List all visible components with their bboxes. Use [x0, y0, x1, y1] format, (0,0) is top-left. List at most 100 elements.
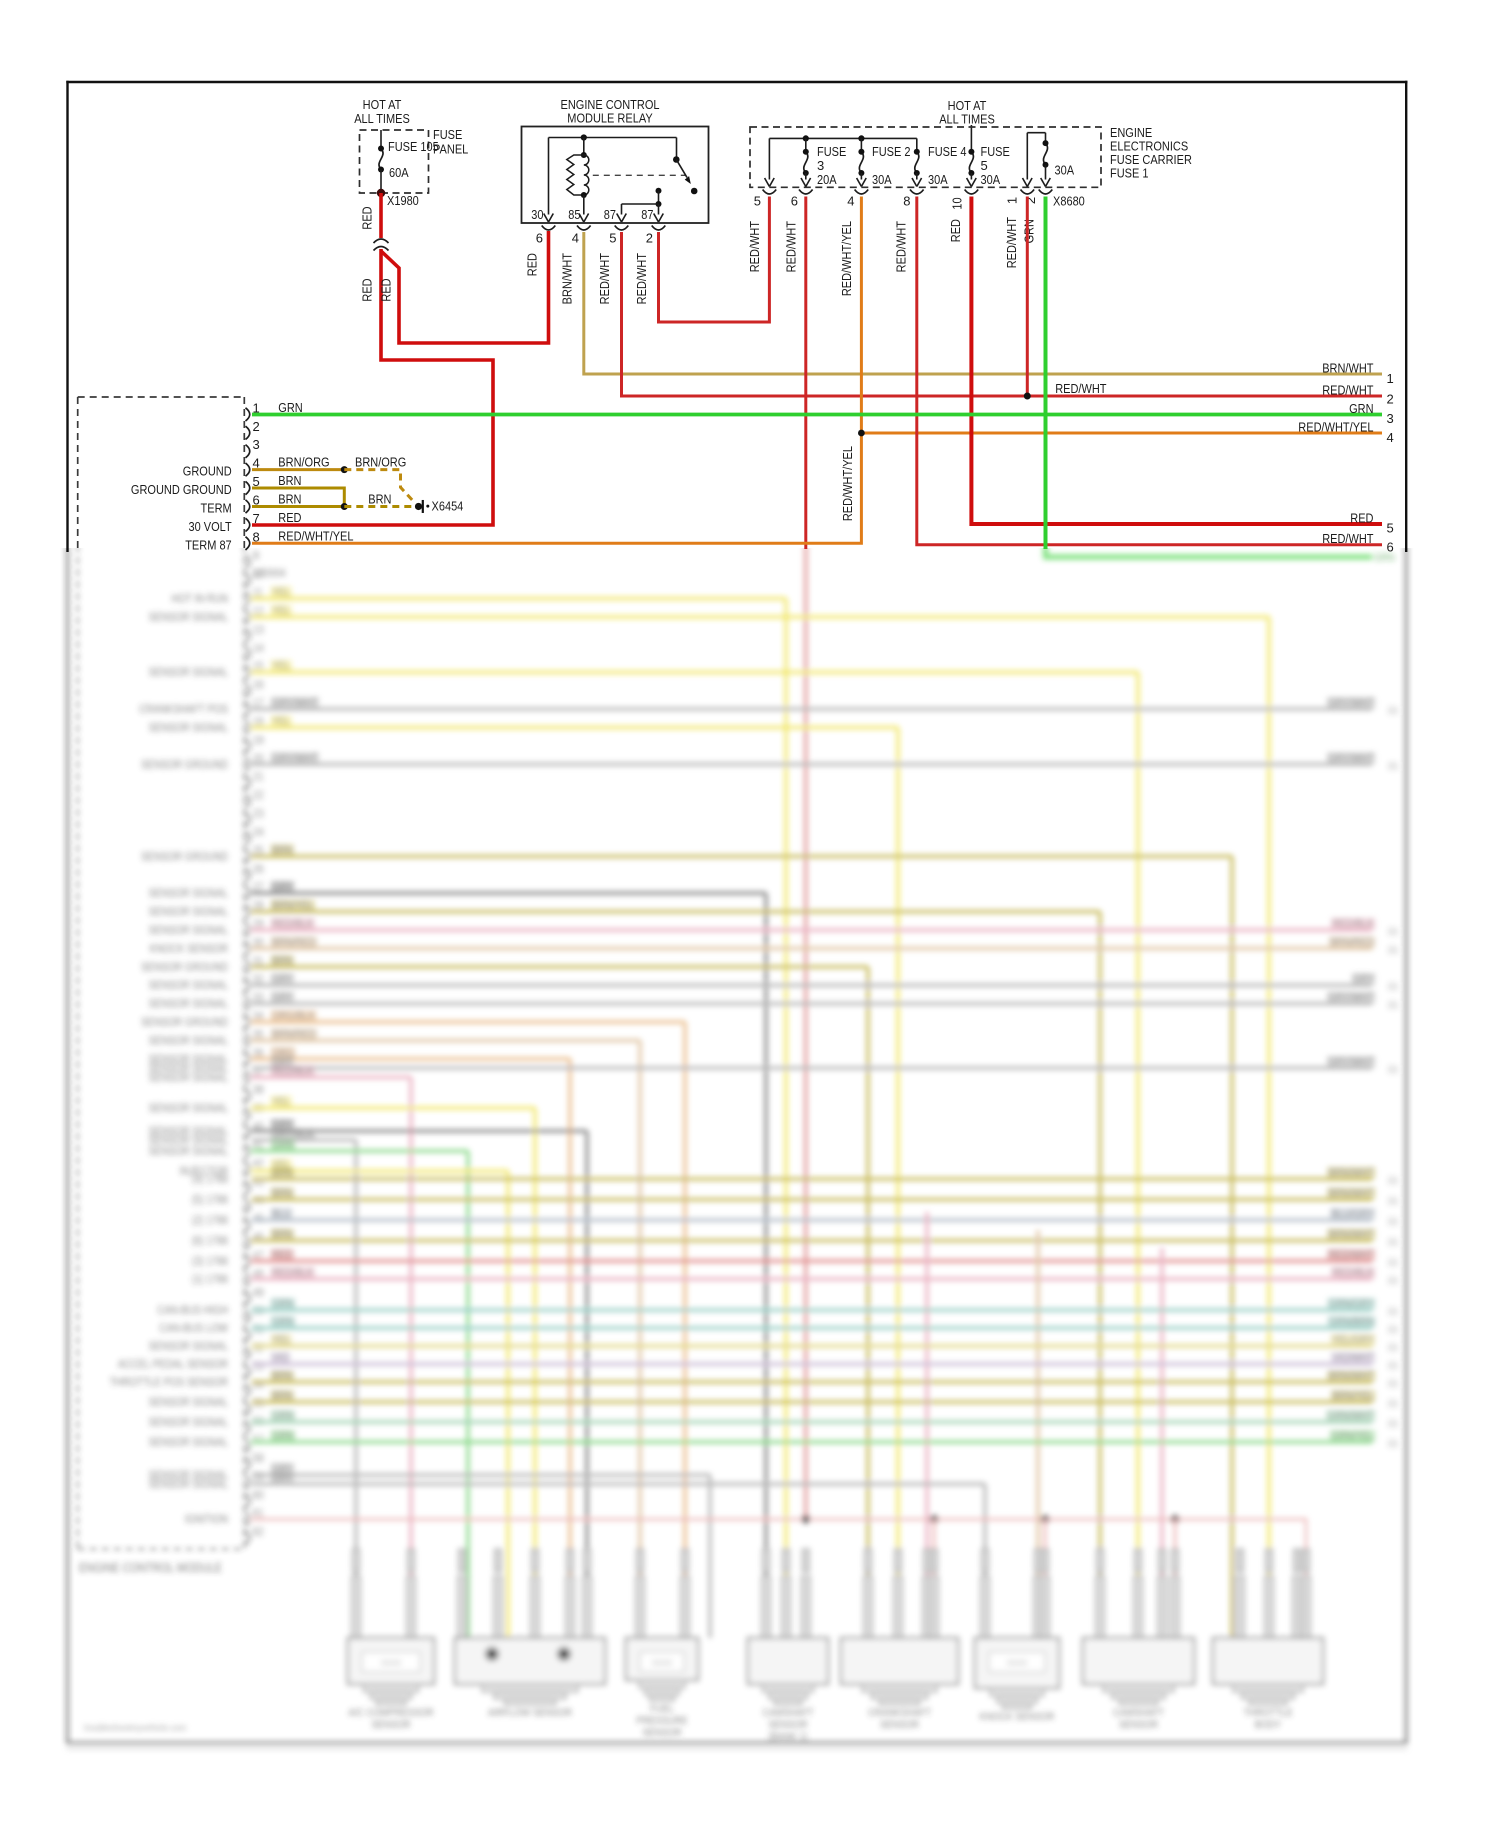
svg-text:(1): (1) — [1388, 1342, 1398, 1353]
svg-text:24: 24 — [253, 825, 265, 839]
svg-text:GRY/WHT: GRY/WHT — [1328, 698, 1374, 710]
svg-text:ALL TIMES: ALL TIMES — [939, 112, 995, 127]
svg-text:SENSOR SIGNAL: SENSOR SIGNAL — [149, 722, 229, 734]
svg-text:(1): (1) — [1388, 944, 1398, 955]
svg-text:GRN: GRN — [278, 400, 302, 415]
svg-text:SENSOR SIGNAL: SENSOR SIGNAL — [149, 925, 229, 937]
svg-text:SENSOR SIGNAL: SENSOR SIGNAL — [149, 888, 229, 900]
svg-text:YEL: YEL — [272, 661, 291, 673]
svg-text:3: 3 — [817, 158, 824, 173]
svg-text:54: 54 — [253, 1377, 265, 1391]
svg-text:(1): (1) — [1388, 1438, 1398, 1449]
svg-text:VIO: VIO — [272, 1353, 289, 1365]
svg-text:30A: 30A — [981, 172, 1001, 187]
svg-text:CAMSHAFT: CAMSHAFT — [762, 1707, 813, 1719]
svg-text:35: 35 — [253, 1027, 265, 1041]
svg-text:4: 4 — [572, 231, 579, 246]
svg-text:5: 5 — [1387, 520, 1394, 535]
svg-text:BRN/WHT: BRN/WHT — [1322, 361, 1373, 376]
svg-text:60A: 60A — [389, 165, 409, 180]
svg-text:36: 36 — [253, 1046, 265, 1060]
svg-text:SENSOR SIGNAL: SENSOR SIGNAL — [149, 1103, 229, 1115]
svg-text:43: 43 — [253, 1175, 265, 1189]
svg-text:THROTTLE: THROTTLE — [1243, 1707, 1292, 1719]
svg-text:5: 5 — [609, 231, 616, 246]
svg-text:BRN/YEL: BRN/YEL — [1332, 1391, 1374, 1403]
svg-text:BRN/WHT: BRN/WHT — [1329, 1229, 1374, 1241]
svg-text:4: 4 — [253, 456, 260, 471]
svg-text:(1): (1) — [1388, 981, 1398, 992]
svg-text:RED: RED — [1350, 510, 1373, 525]
svg-text:42: 42 — [253, 1156, 265, 1170]
svg-text:41: 41 — [253, 1138, 265, 1152]
svg-text:8: 8 — [903, 194, 910, 209]
svg-text:60: 60 — [253, 1488, 265, 1502]
svg-text:23: 23 — [253, 807, 265, 821]
svg-text:RED/WHT/YEL: RED/WHT/YEL — [278, 528, 353, 543]
svg-text:IGNITION: IGNITION — [185, 1514, 228, 1526]
svg-text:GRN: GRN — [1349, 401, 1373, 416]
svg-text:RED/BLK: RED/BLK — [1332, 918, 1374, 930]
svg-text:KNOCK SENSOR: KNOCK SENSOR — [980, 1711, 1055, 1723]
svg-text:GRY/BLK: GRY/BLK — [272, 1129, 314, 1141]
svg-text:13: 13 — [253, 622, 265, 636]
svg-text:TERM: TERM — [201, 500, 232, 515]
svg-text:30A: 30A — [928, 172, 948, 187]
svg-text:RED: RED — [360, 278, 375, 301]
svg-text:X6454: X6454 — [432, 498, 464, 513]
svg-text:ALL TIMES: ALL TIMES — [354, 111, 410, 126]
svg-text:BRN/RED: BRN/RED — [1330, 937, 1374, 949]
svg-text:GRY: GRY — [272, 882, 293, 894]
svg-text:GRY/WHT: GRY/WHT — [272, 698, 318, 710]
svg-text:RED/BLK: RED/BLK — [1332, 1268, 1374, 1280]
svg-text:XXXX: XXXX — [381, 1658, 401, 1668]
svg-text:GROUND GROUND: GROUND GROUND — [131, 482, 232, 497]
svg-text:87: 87 — [604, 207, 616, 222]
svg-text:RED/WHT: RED/WHT — [747, 221, 762, 272]
svg-text:ACCEL PEDAL SENSOR: ACCEL PEDAL SENSOR — [118, 1359, 228, 1371]
svg-text:27: 27 — [253, 880, 265, 894]
svg-text:1: 1 — [1004, 197, 1019, 204]
svg-text:HOT AT: HOT AT — [948, 98, 987, 113]
svg-text:(1): (1) — [1388, 1275, 1398, 1286]
svg-text:5: 5 — [253, 474, 260, 489]
svg-text:THROTTLE POS SENSOR: THROTTLE POS SENSOR — [110, 1377, 228, 1389]
svg-text:30: 30 — [531, 207, 543, 222]
svg-text:12: 12 — [253, 604, 265, 618]
svg-text:SENSOR SIGNAL: SENSOR SIGNAL — [149, 1470, 229, 1482]
svg-text:RED/WHT: RED/WHT — [1329, 1250, 1374, 1262]
svg-text:(5) 1786: (5) 1786 — [192, 1195, 228, 1207]
svg-text:48: 48 — [253, 1267, 265, 1281]
svg-text:X60004: X60004 — [252, 568, 286, 580]
svg-text:SENSOR SIGNAL: SENSOR SIGNAL — [149, 907, 229, 919]
svg-text:62: 62 — [253, 1525, 265, 1539]
svg-text:RED/BLK: RED/BLK — [272, 1066, 314, 1078]
svg-text:GRY: GRY — [1353, 974, 1374, 986]
svg-text:MODULE RELAY: MODULE RELAY — [567, 111, 653, 126]
svg-text:58: 58 — [253, 1451, 265, 1465]
svg-text:FUSE CARRIER: FUSE CARRIER — [1110, 152, 1192, 167]
svg-text:FUSE: FUSE — [817, 144, 847, 159]
svg-text:YEL: YEL — [272, 605, 291, 617]
svg-text:SENSOR SIGNAL: SENSOR SIGNAL — [149, 1072, 229, 1084]
svg-text:(1): (1) — [1388, 705, 1398, 716]
svg-text:(1) 1786: (1) 1786 — [192, 1274, 228, 1286]
svg-text:CAN-BUS LOW: CAN-BUS LOW — [159, 1323, 228, 1335]
svg-text:20: 20 — [253, 751, 265, 765]
svg-text:(1): (1) — [1388, 926, 1398, 937]
svg-text:30A: 30A — [872, 172, 892, 187]
svg-text:FUSE 4: FUSE 4 — [928, 144, 967, 159]
svg-text:37: 37 — [253, 1064, 265, 1078]
svg-text:CRANKSHAFT: CRANKSHAFT — [868, 1707, 931, 1719]
svg-text:ENGINE CONTROL MODULE: ENGINE CONTROL MODULE — [79, 1561, 222, 1575]
svg-text:21: 21 — [253, 770, 265, 784]
svg-text:(1): (1) — [1388, 760, 1398, 771]
svg-text:SENSOR SIGNAL: SENSOR SIGNAL — [149, 999, 229, 1011]
svg-text:SENSOR SIGNAL: SENSOR SIGNAL — [149, 1135, 229, 1147]
svg-text:GRY/WHT: GRY/WHT — [272, 753, 318, 765]
svg-text:3: 3 — [1387, 411, 1394, 426]
svg-text:BRN/RED: BRN/RED — [272, 937, 316, 949]
svg-text:SENSOR SIGNAL: SENSOR SIGNAL — [149, 1126, 229, 1138]
svg-text:GRY: GRY — [272, 974, 293, 986]
svg-text:6: 6 — [791, 194, 798, 209]
